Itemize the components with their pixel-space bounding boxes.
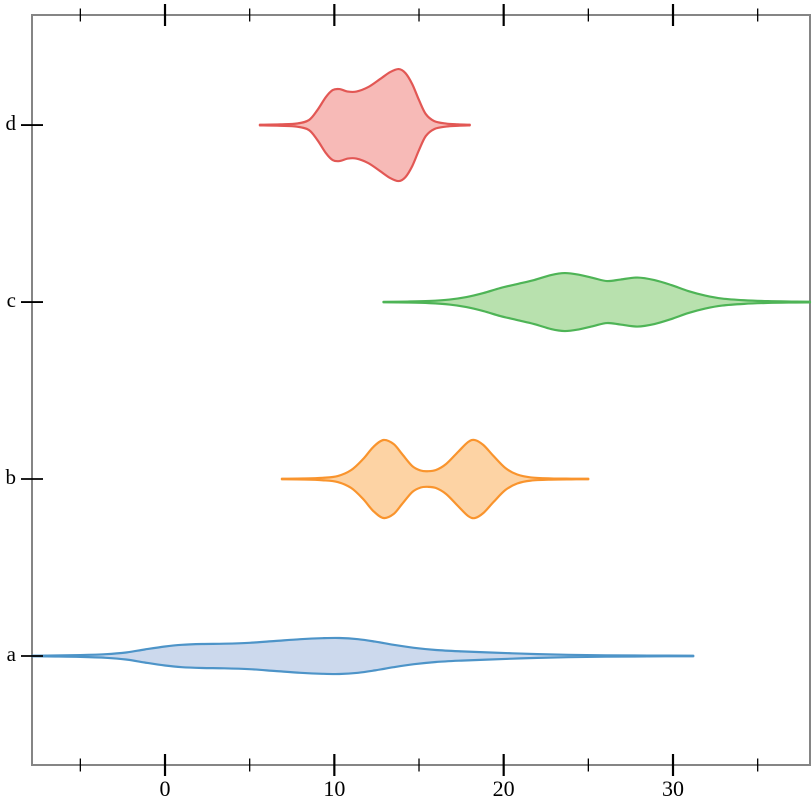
violin-a <box>30 636 695 676</box>
x-tick-label: 0 <box>160 776 171 801</box>
y-category-label: d <box>6 111 17 135</box>
plot-frame <box>31 14 811 766</box>
violin-d <box>258 67 471 183</box>
y-category-label: b <box>6 465 17 489</box>
y-category-label: a <box>7 642 17 666</box>
x-tick-label: 30 <box>662 776 684 801</box>
y-category-label: c <box>7 288 16 312</box>
violin-c <box>382 271 812 333</box>
x-tick-label: 10 <box>323 776 345 801</box>
violin-b <box>280 438 590 520</box>
x-tick-label: 20 <box>493 776 515 801</box>
